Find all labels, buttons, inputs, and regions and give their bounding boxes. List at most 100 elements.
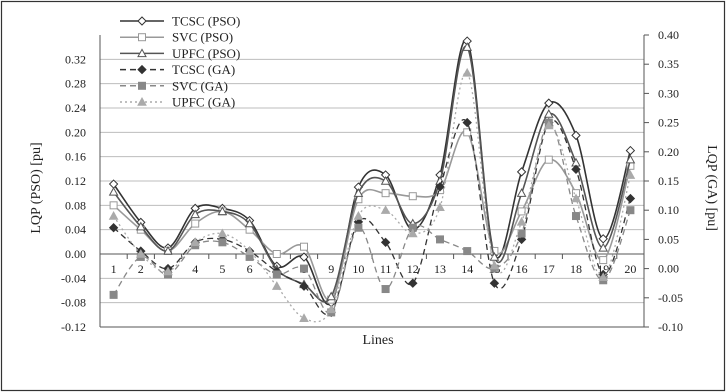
legend-item: UPFC (PSO): [120, 46, 240, 61]
data-point: [272, 250, 281, 258]
x-tick-label: 18: [570, 262, 582, 276]
right-tick-label: 0.25: [658, 116, 679, 130]
data-point: [571, 130, 581, 141]
data-point: [190, 209, 201, 219]
x-tick-label: 20: [624, 262, 636, 276]
data-point: [353, 188, 364, 197]
data-point: [380, 175, 391, 185]
right-tick-label: 0.05: [658, 232, 679, 246]
right-tick-label: 0.10: [658, 203, 679, 217]
left-tick-label: 0.24: [65, 101, 86, 115]
data-point: [626, 206, 635, 215]
data-point: [598, 242, 609, 252]
data-point: [407, 228, 418, 238]
x-tick-label: 6: [247, 262, 253, 276]
left-tick-label: 0.04: [65, 223, 86, 237]
data-point: [354, 223, 363, 232]
data-point: [138, 81, 146, 90]
data-point: [598, 272, 609, 282]
x-tick-label: 19: [597, 262, 609, 276]
data-point: [135, 221, 146, 231]
y-axis-label-left: LQP (PSO) [pu]: [29, 142, 44, 233]
legend-item: SVC (PSO): [120, 30, 233, 45]
legend-item: UPFC (GA): [120, 95, 235, 110]
data-point: [598, 234, 608, 244]
left-axis-ticks: 0.32 0.28 0.24 0.20 0.16 0.12 0.08 0.04 0.00 -0.0…: [61, 52, 86, 334]
data-point: [435, 202, 445, 211]
data-point: [408, 278, 418, 288]
data-point: [326, 291, 337, 301]
data-point: [380, 205, 391, 214]
left-tick-label: -0.12: [61, 320, 86, 334]
x-tick-label: 5: [219, 262, 225, 276]
data-point: [543, 109, 554, 118]
data-point: [543, 120, 554, 130]
data-point: [217, 228, 228, 238]
legend-label: UPFC (GA): [172, 95, 235, 110]
legend-item: SVC (GA): [120, 78, 228, 93]
data-point: [380, 237, 391, 248]
legend-label: SVC (PSO): [172, 30, 233, 45]
series: [108, 67, 636, 323]
data-point: [190, 237, 201, 247]
data-point: [544, 155, 553, 164]
x-tick-label: 9: [328, 262, 334, 276]
data-point: [109, 201, 118, 210]
right-tick-label: 0.00: [658, 262, 679, 276]
data-point: [516, 188, 527, 197]
x-tick-label: 16: [516, 262, 528, 276]
series-line: [113, 121, 632, 314]
data-point: [217, 206, 228, 216]
data-point: [436, 235, 444, 244]
data-point: [137, 48, 147, 58]
legend-label: UPFC (PSO): [172, 46, 240, 61]
data-point: [625, 193, 636, 204]
data-point: [163, 245, 173, 255]
right-tick-label: 0.15: [658, 174, 679, 188]
x-tick-label: 13: [434, 262, 446, 276]
data-point: [299, 252, 309, 262]
left-tick-label: -0.04: [61, 271, 86, 285]
data-point: [135, 248, 146, 258]
left-tick-label: 0.20: [65, 125, 86, 139]
right-tick-label: 0.30: [658, 86, 679, 100]
data-point: [137, 64, 147, 75]
right-tick-label: 0.40: [658, 28, 679, 42]
left-tick-label: 0.12: [65, 174, 86, 188]
data-point: [191, 219, 200, 228]
data-point: [137, 96, 147, 106]
data-point: [353, 211, 364, 220]
data-point: [517, 207, 526, 216]
data-point: [109, 290, 118, 299]
data-point: [599, 256, 608, 265]
data-point: [462, 117, 472, 128]
right-tick-label: 0.20: [658, 145, 679, 159]
legend-item: TCSC (GA): [120, 62, 235, 77]
legend: TCSC (PSO)SVC (PSO)UPFC (PSO)TCSC (GA)SV…: [120, 14, 240, 110]
data-point: [625, 170, 636, 179]
data-point: [218, 238, 227, 247]
data-point: [408, 192, 417, 201]
data-point: [462, 67, 473, 77]
x-tick-label: 4: [192, 262, 198, 276]
data-point: [381, 189, 390, 198]
data-point: [299, 281, 309, 291]
right-tick-label: -0.05: [658, 291, 683, 305]
data-point: [163, 266, 173, 276]
data-point: [435, 182, 445, 192]
left-tick-label: 0.32: [65, 52, 86, 66]
data-point: [517, 229, 526, 238]
data-point: [244, 218, 255, 228]
data-point: [108, 223, 119, 233]
left-tick-label: 0.16: [65, 150, 86, 164]
data-point: [571, 164, 581, 175]
legend-item: TCSC (PSO): [120, 14, 240, 29]
data-point: [244, 246, 255, 255]
data-point: [463, 128, 472, 137]
data-point: [108, 211, 119, 220]
data-point: [300, 242, 308, 251]
x-tick-label: 14: [461, 262, 473, 276]
left-tick-label: 0.08: [65, 198, 86, 212]
data-point: [625, 154, 636, 164]
